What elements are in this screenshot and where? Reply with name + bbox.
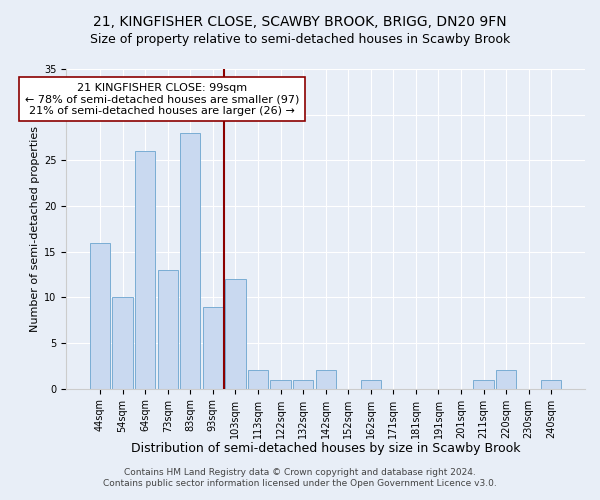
Bar [112,298,133,388]
Bar [293,380,313,388]
Bar [180,133,200,388]
Text: 21 KINGFISHER CLOSE: 99sqm
← 78% of semi-detached houses are smaller (97)
21% of: 21 KINGFISHER CLOSE: 99sqm ← 78% of semi… [25,82,299,116]
X-axis label: Distribution of semi-detached houses by size in Scawby Brook: Distribution of semi-detached houses by … [131,442,520,455]
Bar [225,279,245,388]
Bar [473,380,494,388]
Bar [158,270,178,388]
Bar [316,370,336,388]
Bar [90,242,110,388]
Y-axis label: Number of semi-detached properties: Number of semi-detached properties [30,126,40,332]
Bar [496,370,517,388]
Text: Contains HM Land Registry data © Crown copyright and database right 2024.
Contai: Contains HM Land Registry data © Crown c… [103,468,497,487]
Bar [271,380,290,388]
Bar [361,380,381,388]
Bar [135,151,155,388]
Bar [203,306,223,388]
Bar [248,370,268,388]
Bar [541,380,562,388]
Text: Size of property relative to semi-detached houses in Scawby Brook: Size of property relative to semi-detach… [90,32,510,46]
Text: 21, KINGFISHER CLOSE, SCAWBY BROOK, BRIGG, DN20 9FN: 21, KINGFISHER CLOSE, SCAWBY BROOK, BRIG… [93,15,507,29]
